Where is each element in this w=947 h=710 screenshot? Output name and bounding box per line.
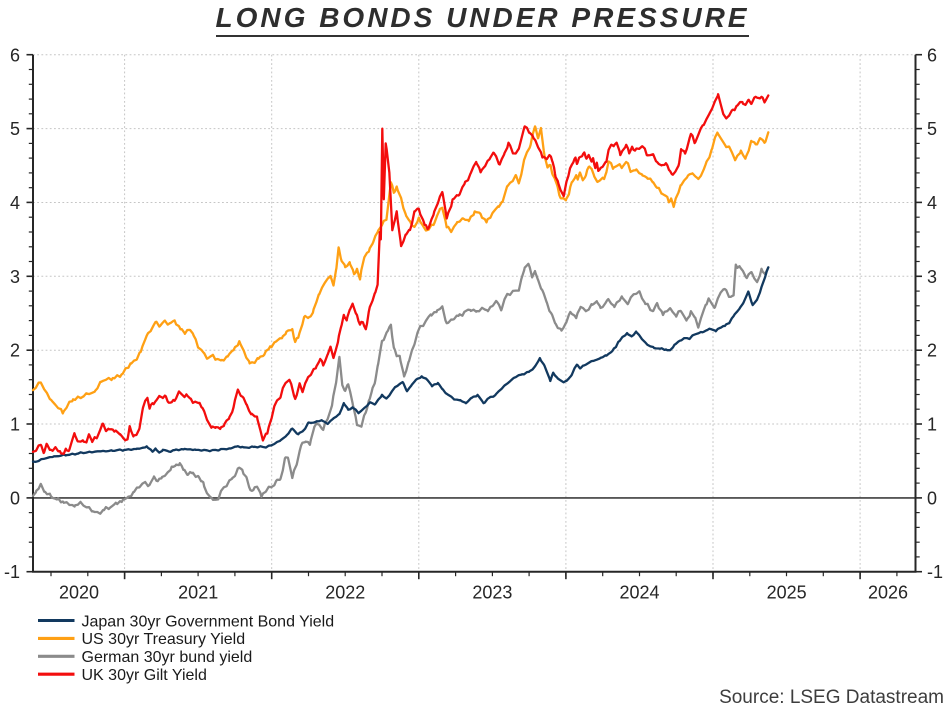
- svg-text:0: 0: [927, 488, 937, 508]
- svg-text:4: 4: [927, 193, 937, 213]
- svg-text:UK 30yr Gilt Yield: UK 30yr Gilt Yield: [82, 667, 207, 684]
- svg-text:3: 3: [927, 267, 937, 287]
- svg-text:2: 2: [10, 341, 20, 361]
- svg-text:2024: 2024: [619, 583, 659, 603]
- svg-text:US 30yr Treasury Yield: US 30yr Treasury Yield: [82, 631, 246, 648]
- svg-text:2023: 2023: [472, 583, 512, 603]
- svg-text:Japan 30yr Government Bond Yie: Japan 30yr Government Bond Yield: [82, 613, 335, 630]
- svg-text:1: 1: [10, 415, 20, 435]
- svg-text:4: 4: [10, 193, 20, 213]
- svg-text:-1: -1: [927, 562, 943, 582]
- svg-text:-1: -1: [4, 562, 20, 582]
- svg-text:6: 6: [927, 45, 937, 65]
- svg-text:2020: 2020: [59, 583, 99, 603]
- svg-text:3: 3: [10, 267, 20, 287]
- svg-text:1: 1: [927, 415, 937, 435]
- svg-text:2026: 2026: [868, 583, 908, 603]
- svg-text:5: 5: [927, 119, 937, 139]
- svg-text:2022: 2022: [325, 583, 365, 603]
- svg-text:2021: 2021: [178, 583, 218, 603]
- svg-text:2: 2: [927, 341, 937, 361]
- svg-text:2025: 2025: [767, 583, 807, 603]
- svg-text:0: 0: [10, 488, 20, 508]
- svg-text:5: 5: [10, 119, 20, 139]
- svg-text:German 30yr bund yield: German 30yr bund yield: [82, 649, 253, 666]
- svg-text:6: 6: [10, 45, 20, 65]
